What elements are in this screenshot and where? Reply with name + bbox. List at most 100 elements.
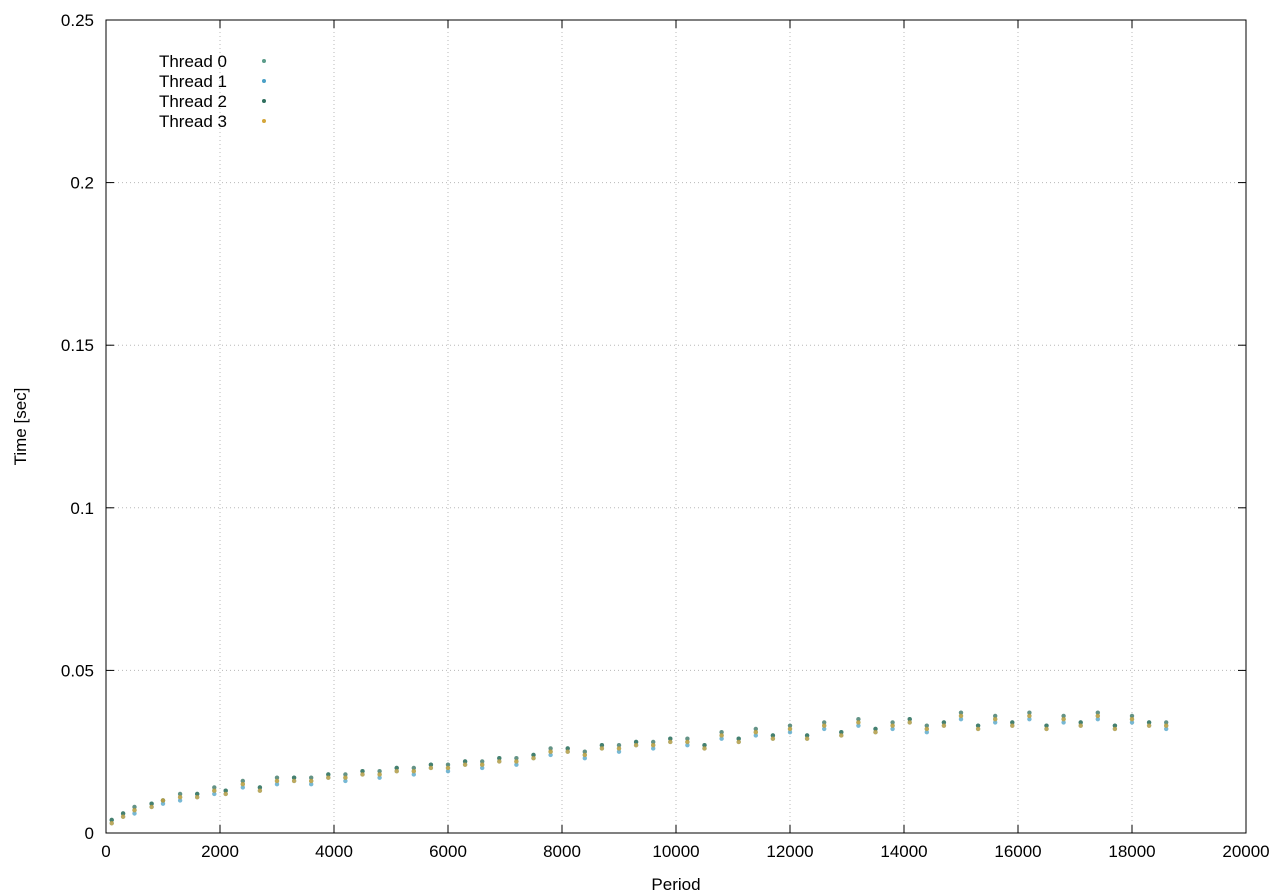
data-point bbox=[873, 729, 878, 735]
x-tick-label: 18000 bbox=[1108, 842, 1155, 861]
data-point bbox=[132, 808, 137, 813]
y-tick-label: 0.2 bbox=[70, 174, 94, 193]
data-point bbox=[480, 765, 485, 771]
data-point bbox=[1146, 723, 1152, 728]
y-axis-label: Time [sec] bbox=[11, 388, 30, 466]
data-point bbox=[343, 772, 348, 777]
data-point bbox=[326, 775, 331, 780]
data-point bbox=[480, 762, 485, 767]
data-point bbox=[212, 785, 217, 790]
data-point bbox=[109, 817, 114, 823]
data-point bbox=[873, 726, 878, 732]
data-point bbox=[924, 729, 929, 735]
data-point bbox=[907, 716, 912, 722]
data-point bbox=[651, 746, 656, 751]
plot-frame bbox=[105, 19, 1247, 834]
data-point bbox=[582, 749, 587, 754]
data-point bbox=[377, 772, 382, 777]
data-point bbox=[257, 788, 263, 793]
legend-label: Thread 3 bbox=[159, 112, 227, 131]
grid bbox=[106, 20, 1246, 833]
data-point bbox=[1061, 713, 1066, 719]
data-point bbox=[685, 742, 690, 748]
y-tick-label: 0.05 bbox=[61, 661, 94, 680]
data-point bbox=[514, 756, 519, 761]
data-point bbox=[1095, 710, 1101, 715]
axis-ticks: 0 2000 4000 6000 8000 10000 12000 14000 16000 180… bbox=[61, 11, 1270, 861]
data-point bbox=[377, 775, 382, 780]
data-point bbox=[599, 742, 605, 748]
data-point bbox=[160, 798, 166, 803]
data-point bbox=[702, 742, 707, 748]
data-point bbox=[856, 716, 861, 722]
data-point bbox=[958, 713, 964, 719]
data-point bbox=[924, 723, 929, 728]
data-point bbox=[411, 765, 416, 771]
data-point bbox=[1061, 720, 1066, 725]
data-point bbox=[1095, 716, 1101, 722]
data-point bbox=[377, 769, 382, 774]
data-point bbox=[685, 739, 690, 745]
data-point bbox=[668, 739, 673, 745]
series-3-points bbox=[109, 713, 1169, 826]
data-point bbox=[787, 723, 793, 728]
data-point bbox=[839, 729, 844, 735]
data-point bbox=[975, 726, 981, 732]
data-point bbox=[428, 762, 434, 767]
data-point bbox=[975, 723, 981, 728]
data-point bbox=[223, 788, 228, 793]
x-axis-label: Period bbox=[651, 875, 700, 894]
data-point bbox=[291, 775, 297, 780]
data-point bbox=[177, 791, 183, 797]
data-point bbox=[1061, 716, 1066, 722]
data-point bbox=[804, 736, 810, 741]
data-point bbox=[599, 746, 605, 751]
data-point bbox=[1164, 726, 1169, 732]
data-point bbox=[565, 746, 570, 751]
x-tick-label: 20000 bbox=[1222, 842, 1269, 861]
data-point bbox=[822, 720, 827, 725]
data-point bbox=[177, 798, 183, 803]
data-point bbox=[548, 752, 553, 758]
data-point bbox=[212, 791, 217, 797]
data-point bbox=[531, 756, 536, 761]
data-point bbox=[702, 746, 707, 751]
data-point bbox=[890, 720, 895, 725]
data-point bbox=[582, 756, 587, 761]
data-point bbox=[497, 756, 502, 761]
data-point bbox=[1027, 713, 1032, 719]
data-point bbox=[941, 723, 947, 728]
series-2-points bbox=[109, 710, 1169, 823]
x-tick-label: 12000 bbox=[766, 842, 813, 861]
data-point bbox=[445, 765, 451, 771]
data-point bbox=[240, 785, 245, 790]
data-point bbox=[668, 736, 673, 741]
data-point bbox=[360, 772, 365, 777]
data-point bbox=[633, 742, 639, 748]
data-point bbox=[685, 736, 690, 741]
data-point bbox=[890, 723, 895, 728]
data-point bbox=[195, 795, 200, 800]
data-point bbox=[753, 729, 758, 735]
legend-label: Thread 1 bbox=[159, 72, 227, 91]
data-point bbox=[924, 726, 929, 732]
y-tick-label: 0.1 bbox=[70, 499, 94, 518]
data-point bbox=[1112, 726, 1118, 732]
data-point bbox=[753, 726, 758, 732]
data-point bbox=[1044, 726, 1049, 732]
legend-label: Thread 2 bbox=[159, 92, 227, 111]
data-point bbox=[1164, 723, 1169, 728]
data-point bbox=[195, 791, 200, 797]
data-point bbox=[856, 720, 861, 725]
data-point bbox=[274, 782, 280, 787]
data-point bbox=[1095, 713, 1101, 719]
data-point bbox=[993, 720, 998, 725]
data-point bbox=[120, 811, 126, 816]
data-point bbox=[309, 775, 314, 780]
data-point bbox=[480, 759, 485, 764]
data-point bbox=[958, 716, 964, 722]
data-point bbox=[257, 785, 263, 790]
data-point bbox=[1078, 720, 1083, 725]
data-point bbox=[309, 778, 314, 784]
